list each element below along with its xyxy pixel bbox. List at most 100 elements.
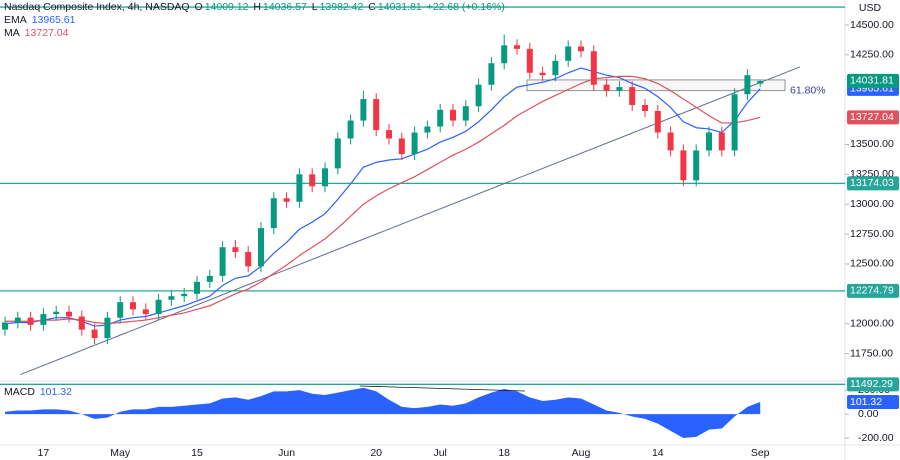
x-tick-label: May — [110, 447, 131, 459]
candle-body — [296, 174, 303, 202]
ohlc-key: C — [368, 1, 376, 13]
candle-body — [27, 317, 34, 325]
ohlc-value: 14036.57 — [263, 1, 307, 13]
x-tick-label: 17 — [38, 447, 50, 459]
candle-body — [168, 296, 175, 300]
x-tick-label: Jul — [433, 447, 446, 459]
legend-macd: MACD 101.32 — [4, 386, 74, 398]
candle-body — [53, 311, 60, 315]
x-tick-label: 15 — [191, 447, 203, 459]
y-tick-label: 14500.00 — [850, 19, 894, 31]
candle-body — [78, 316, 85, 330]
candle-body — [437, 109, 444, 127]
ohlc-value: 13982.42 — [319, 1, 364, 13]
symbol: Nasdaq Composite Index, 4h, NASDAQ — [4, 1, 190, 13]
x-tick-label: 20 — [370, 447, 382, 459]
candle-body — [501, 45, 508, 64]
candle-body — [475, 84, 482, 107]
trendline — [20, 66, 801, 376]
legend-value: 13727.04 — [24, 27, 69, 39]
candle-body — [706, 132, 712, 151]
y-tick-label: 11750.00 — [850, 347, 893, 359]
price-tag — [847, 73, 899, 88]
y-tick-label: 12000.00 — [850, 317, 894, 329]
candle-body — [334, 138, 341, 169]
candle-body — [322, 168, 328, 187]
candle-body — [667, 132, 674, 151]
x-tick-label: 18 — [498, 447, 510, 459]
y-tick-label: 14250.00 — [850, 49, 894, 61]
price-tag-label: 13727.04 — [850, 111, 894, 123]
ohlc-key: L — [311, 1, 318, 13]
candle-body — [91, 329, 98, 339]
candle-body — [347, 120, 354, 139]
candle-body — [629, 87, 636, 106]
candle-body — [117, 302, 124, 318]
ohlc-key: O — [194, 1, 203, 13]
candle-body — [462, 106, 469, 121]
candle-body — [757, 80, 764, 84]
candle-body — [245, 251, 252, 267]
x-tick-label: Jun — [278, 447, 295, 459]
candle-body — [693, 150, 700, 181]
legend-value: 101.32 — [39, 386, 72, 398]
price-tag-label: 11492.29 — [850, 378, 893, 390]
candle-body — [514, 45, 520, 49]
candle-body — [309, 174, 316, 187]
candle-body — [578, 46, 584, 52]
candle-body — [155, 299, 162, 315]
legend-name: MACD — [4, 386, 35, 398]
candle-body — [232, 247, 239, 252]
candle-body — [526, 48, 533, 73]
candle-body — [258, 228, 264, 267]
price-tag — [847, 110, 899, 125]
candle-body — [565, 46, 572, 61]
legend-value: 13965.61 — [31, 14, 76, 26]
y-tick-label: 12750.00 — [850, 228, 894, 240]
candle-body — [680, 150, 687, 181]
candle-body — [744, 75, 751, 95]
y-tick-label: 13500.00 — [850, 138, 894, 150]
macd-area — [5, 387, 761, 439]
candle-body — [603, 84, 610, 91]
header: Nasdaq Composite Index, 4h, NASDAQ O 1400… — [4, 1, 507, 13]
legend-ema: EMA 13965.61 — [4, 14, 77, 26]
fib-label: 61.80% — [790, 84, 826, 96]
candle-body — [142, 309, 149, 315]
price-tag-label: 14031.81 — [850, 75, 894, 87]
price-tag — [847, 283, 899, 298]
ohlc-value: 14031.81 — [377, 1, 422, 13]
candle-body — [219, 247, 226, 276]
candle-body — [130, 302, 136, 310]
candle-body — [488, 63, 495, 85]
ma-line — [4, 67, 761, 327]
candle-body — [40, 314, 47, 325]
ma-line — [5, 75, 761, 325]
candle-body — [424, 126, 431, 133]
candle-body — [411, 132, 418, 155]
y-tick-label: 0.00 — [858, 408, 879, 420]
candle-body — [66, 311, 72, 317]
candle-body — [206, 275, 213, 282]
legend-name: EMA — [4, 14, 27, 26]
y-unit: USD — [859, 2, 882, 14]
candle-body — [360, 99, 367, 121]
change: +22.68 (+0.16%) — [426, 1, 505, 13]
y-tick-label: 13000.00 — [850, 198, 894, 210]
macd-annotation — [359, 385, 526, 392]
y-tick-label: -200.00 — [858, 432, 894, 444]
price-tag-label: 13174.03 — [850, 177, 894, 189]
candle-body — [194, 281, 200, 294]
ohlc-key: H — [253, 1, 261, 13]
candle-body — [450, 109, 456, 121]
x-tick-label: Sep — [751, 447, 770, 459]
candle-body — [2, 322, 8, 330]
legend-ma: MA 13727.04 — [4, 27, 70, 39]
candle-body — [654, 110, 661, 133]
candle-body — [731, 94, 738, 151]
legend-name: MA — [4, 27, 20, 39]
x-tick-label: 14 — [652, 447, 664, 459]
candle-body — [590, 51, 597, 85]
